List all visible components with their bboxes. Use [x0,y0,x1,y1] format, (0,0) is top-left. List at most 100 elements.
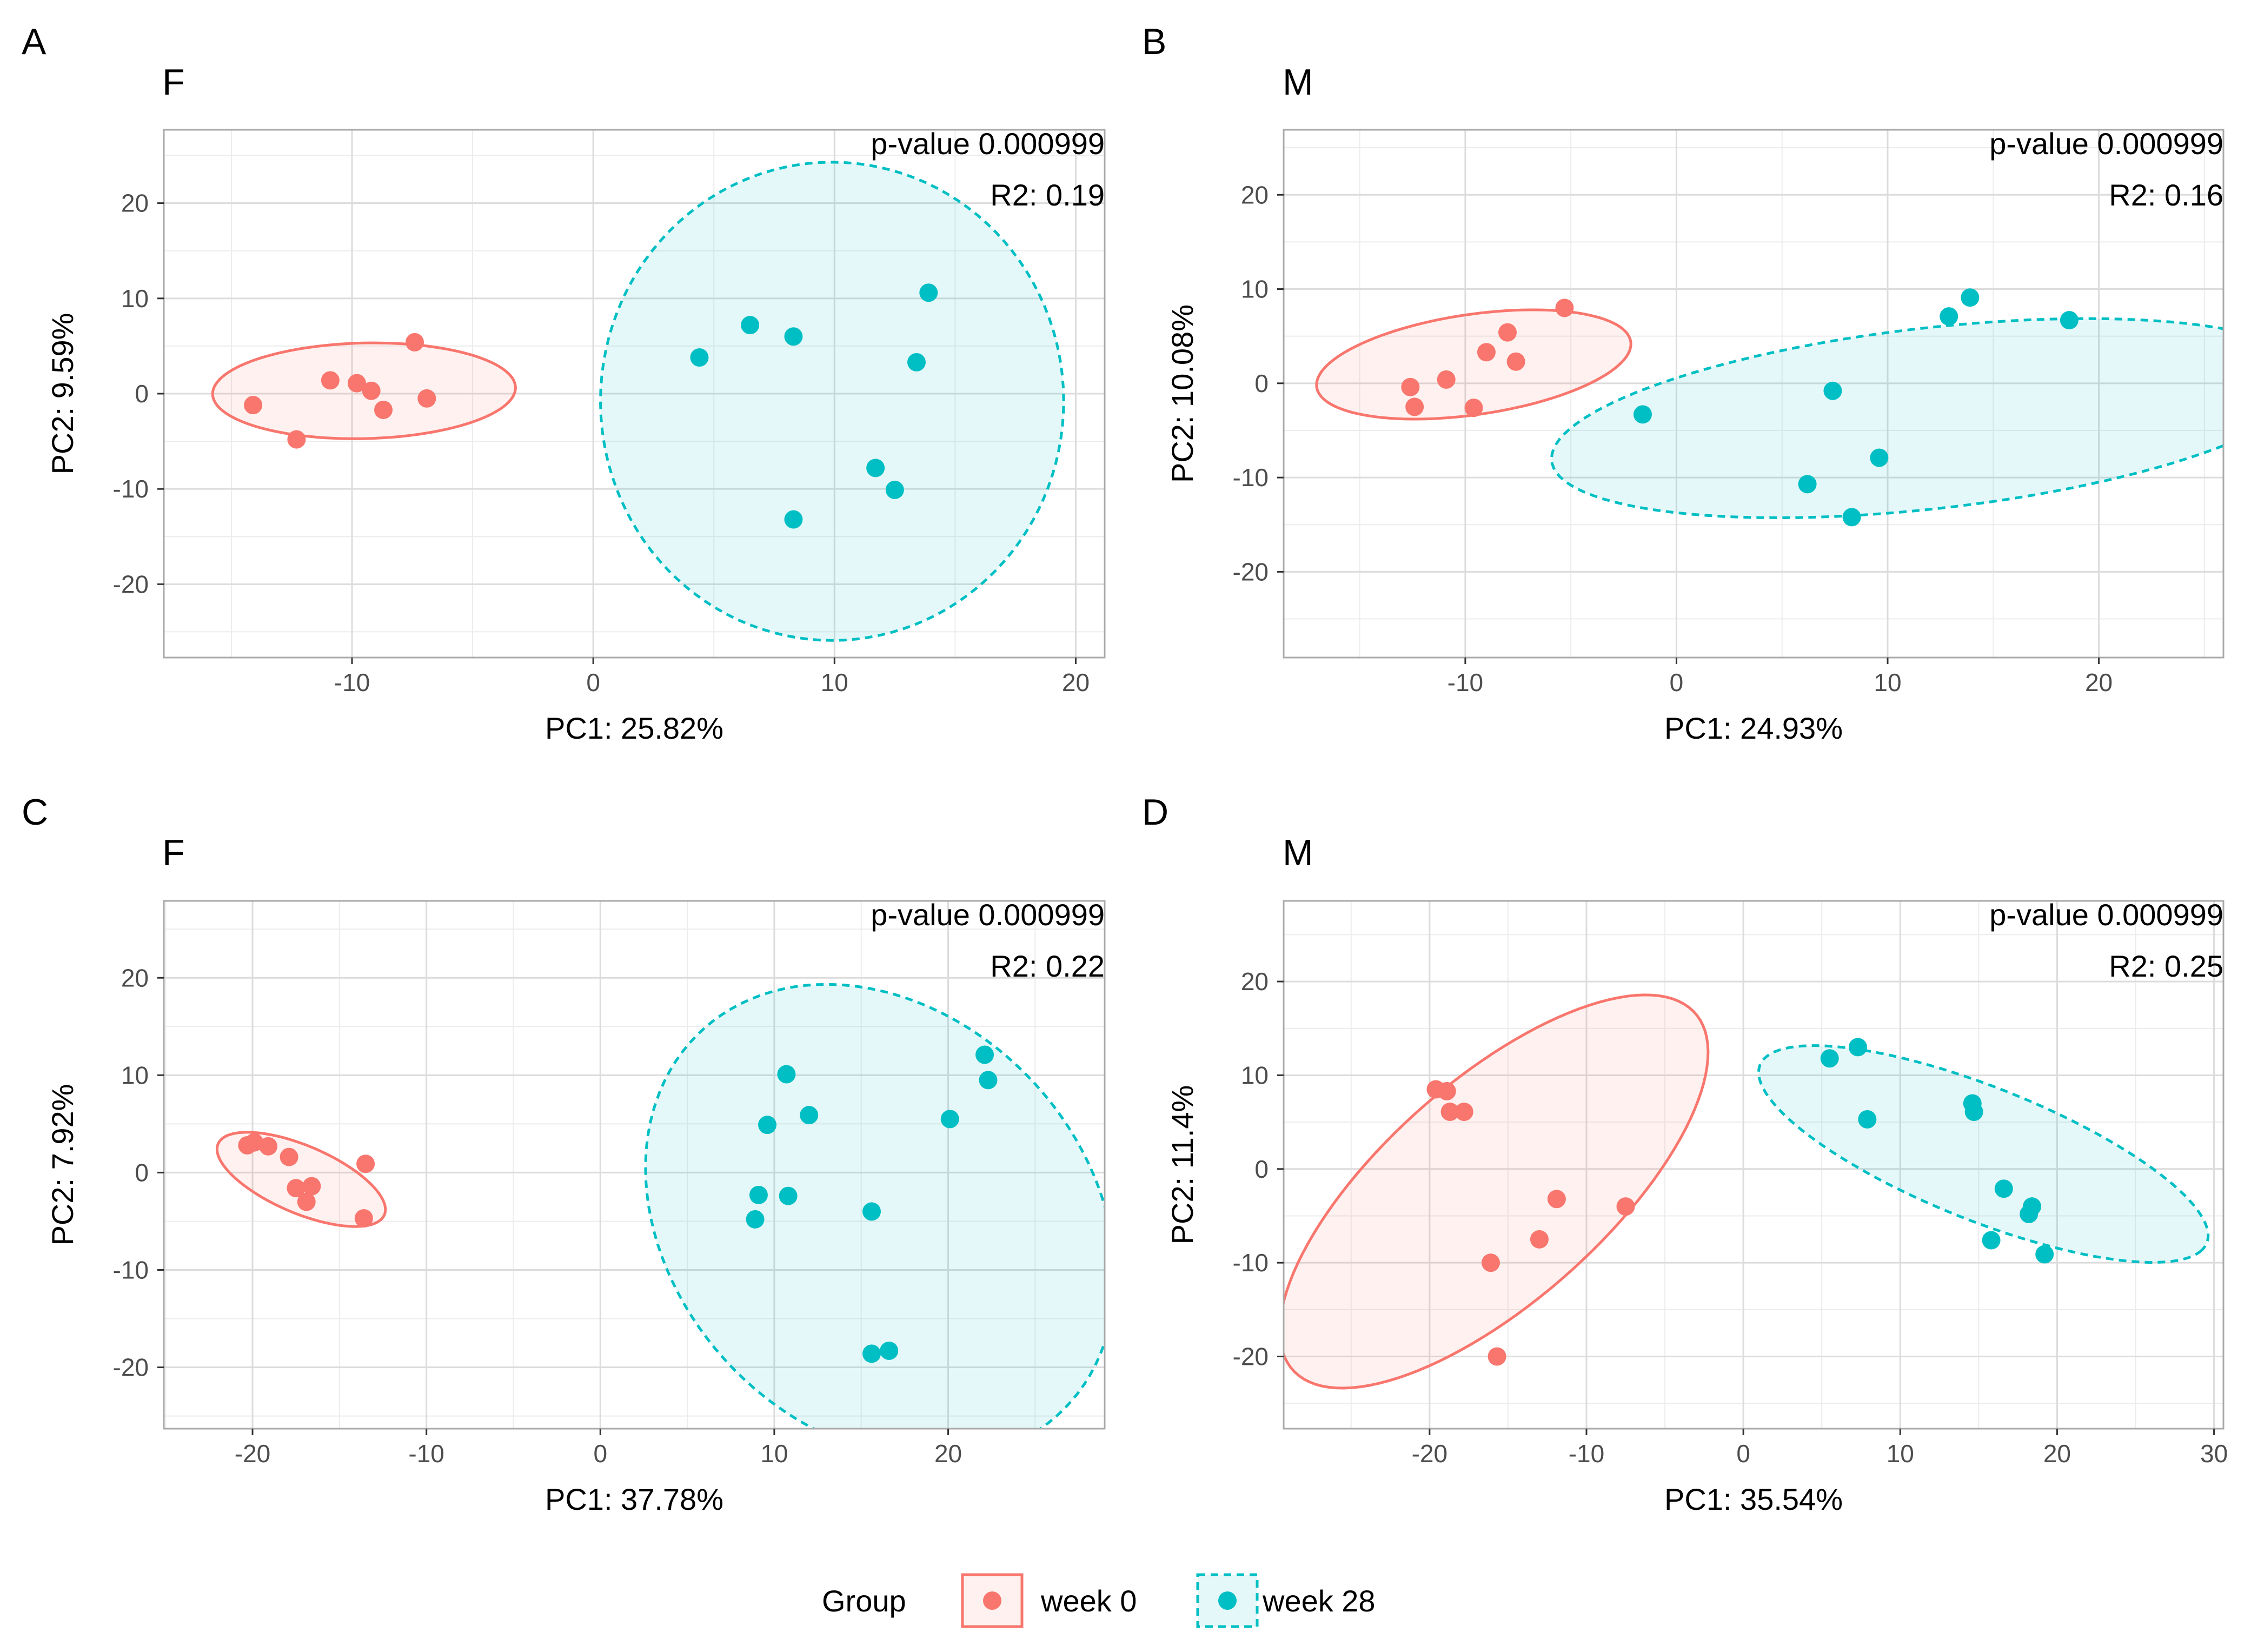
panel-title: F [162,62,185,103]
point-week-28 [2023,1197,2042,1216]
plot-background [1284,130,2223,658]
y-tick-label: -20 [1233,558,1269,586]
point-week-28 [1870,448,1889,467]
point-week-28 [758,1116,777,1134]
data-layer [215,983,1105,1429]
x-tick-label: 20 [2085,668,2113,696]
x-tick-label: 20 [934,1439,962,1468]
ellipse-week-0 [215,1131,387,1228]
point-week-0 [362,381,381,400]
point-week-28 [746,1210,765,1229]
point-week-28 [866,459,885,477]
data-layer [1284,993,2210,1390]
panel-D: D M -20 -10 0 10 20 30 -20 -10 0 10 20 PC1: 35.54% PC2… [1142,792,2228,1516]
point-week-28 [940,1110,959,1129]
y-axis-title: PC2: 9.59% [45,313,79,475]
point-week-28 [862,1202,881,1221]
point-week-28 [1964,1103,1983,1122]
point-week-0 [245,1133,264,1152]
point-week-0 [354,1209,373,1228]
point-week-0 [1437,370,1456,389]
x-tick-label: 0 [593,1439,607,1468]
point-week-0 [1455,1103,1473,1122]
ellipse-week-0 [1315,308,1632,421]
point-week-0 [302,1177,321,1196]
point-week-0 [1481,1253,1500,1272]
ellipse-week-28 [599,161,1065,642]
legend-key-week-28 [1196,1573,1259,1628]
point-week-0 [1616,1197,1635,1216]
x-axis-title: PC1: 24.93% [1664,711,1843,745]
point-week-28 [979,1071,998,1090]
point-week-0 [1488,1347,1506,1366]
data-layer [211,161,1065,642]
y-tick-label: -20 [1233,1343,1269,1371]
y-tick-label: 10 [1241,275,1269,303]
point-week-0 [1530,1230,1549,1249]
x-axis-title: PC1: 25.82% [545,711,723,745]
x-tick-label: 30 [2200,1439,2228,1468]
point-week-28 [1842,508,1861,527]
point-week-28 [1982,1231,2001,1250]
point-week-28 [1961,288,1980,307]
p-value-annotation: p-value 0.000999 [1989,898,2223,932]
point-week-28 [1823,381,1842,400]
panel-letter: C [22,792,48,833]
point-week-0 [244,396,263,415]
x-tick-label: 20 [1062,668,1090,696]
point-week-0 [1547,1190,1566,1209]
p-value-annotation: p-value 0.000999 [1989,127,2223,161]
point-week-28 [777,1065,796,1084]
x-tick-label: -10 [1447,668,1483,696]
legend-key-point [983,1591,1001,1610]
panel-letter: B [1142,21,1166,62]
legend-title: Group [822,1584,906,1618]
panel-B: B M -10 0 10 20 -20 -10 0 10 20 PC1: 24.93% PC2: 10.… [1142,21,2225,745]
point-week-28 [1940,307,1958,326]
y-tick-label: 0 [135,1158,149,1186]
panel-letter: D [1142,792,1168,833]
panel-letter: A [22,21,47,62]
ellipse-week-28 [1757,1044,2210,1264]
point-week-0 [1555,298,1574,317]
point-week-28 [1848,1038,1867,1057]
x-tick-label: -20 [235,1439,270,1468]
y-tick-label: -20 [113,570,149,598]
y-tick-label: -20 [113,1354,149,1382]
y-tick-label: -10 [113,475,149,503]
y-tick-label: -10 [1233,1249,1269,1277]
point-week-0 [1401,377,1420,396]
x-tick-label: 10 [1887,1439,1914,1468]
point-week-28 [862,1344,881,1363]
x-axis-title: PC1: 35.54% [1664,1482,1843,1516]
p-value-annotation: p-value 0.000999 [871,127,1105,161]
point-week-0 [417,389,436,408]
x-tick-label: -20 [1412,1439,1447,1468]
plot-background [1284,901,2223,1429]
point-week-28 [1820,1049,1839,1068]
y-tick-label: 20 [121,964,149,992]
x-tick-label: 0 [1736,1439,1750,1468]
y-tick-label: 20 [1241,181,1269,209]
x-tick-label: -10 [408,1439,444,1468]
x-tick-label: -10 [1569,1439,1604,1468]
point-week-0 [321,371,340,390]
y-tick-label: 10 [1241,1061,1269,1089]
y-tick-label: 10 [121,1061,149,1089]
panel-A: A F -10 0 10 20 -20 -10 0 10 20 PC1: 25.82% PC2: 9.5… [22,21,1106,745]
point-week-0 [1440,1103,1459,1122]
x-tick-label: 10 [760,1439,788,1468]
point-week-28 [1798,475,1817,494]
point-week-0 [1464,399,1483,417]
point-week-0 [258,1137,277,1156]
point-week-28 [880,1341,899,1360]
panel-title: M [1283,62,1313,103]
y-tick-label: 10 [121,284,149,313]
point-week-28 [2060,311,2079,330]
data-layer [1315,288,2223,527]
panel-title: F [162,832,185,873]
point-week-28 [885,480,904,499]
point-week-28 [1633,405,1652,424]
point-week-0 [297,1192,316,1211]
